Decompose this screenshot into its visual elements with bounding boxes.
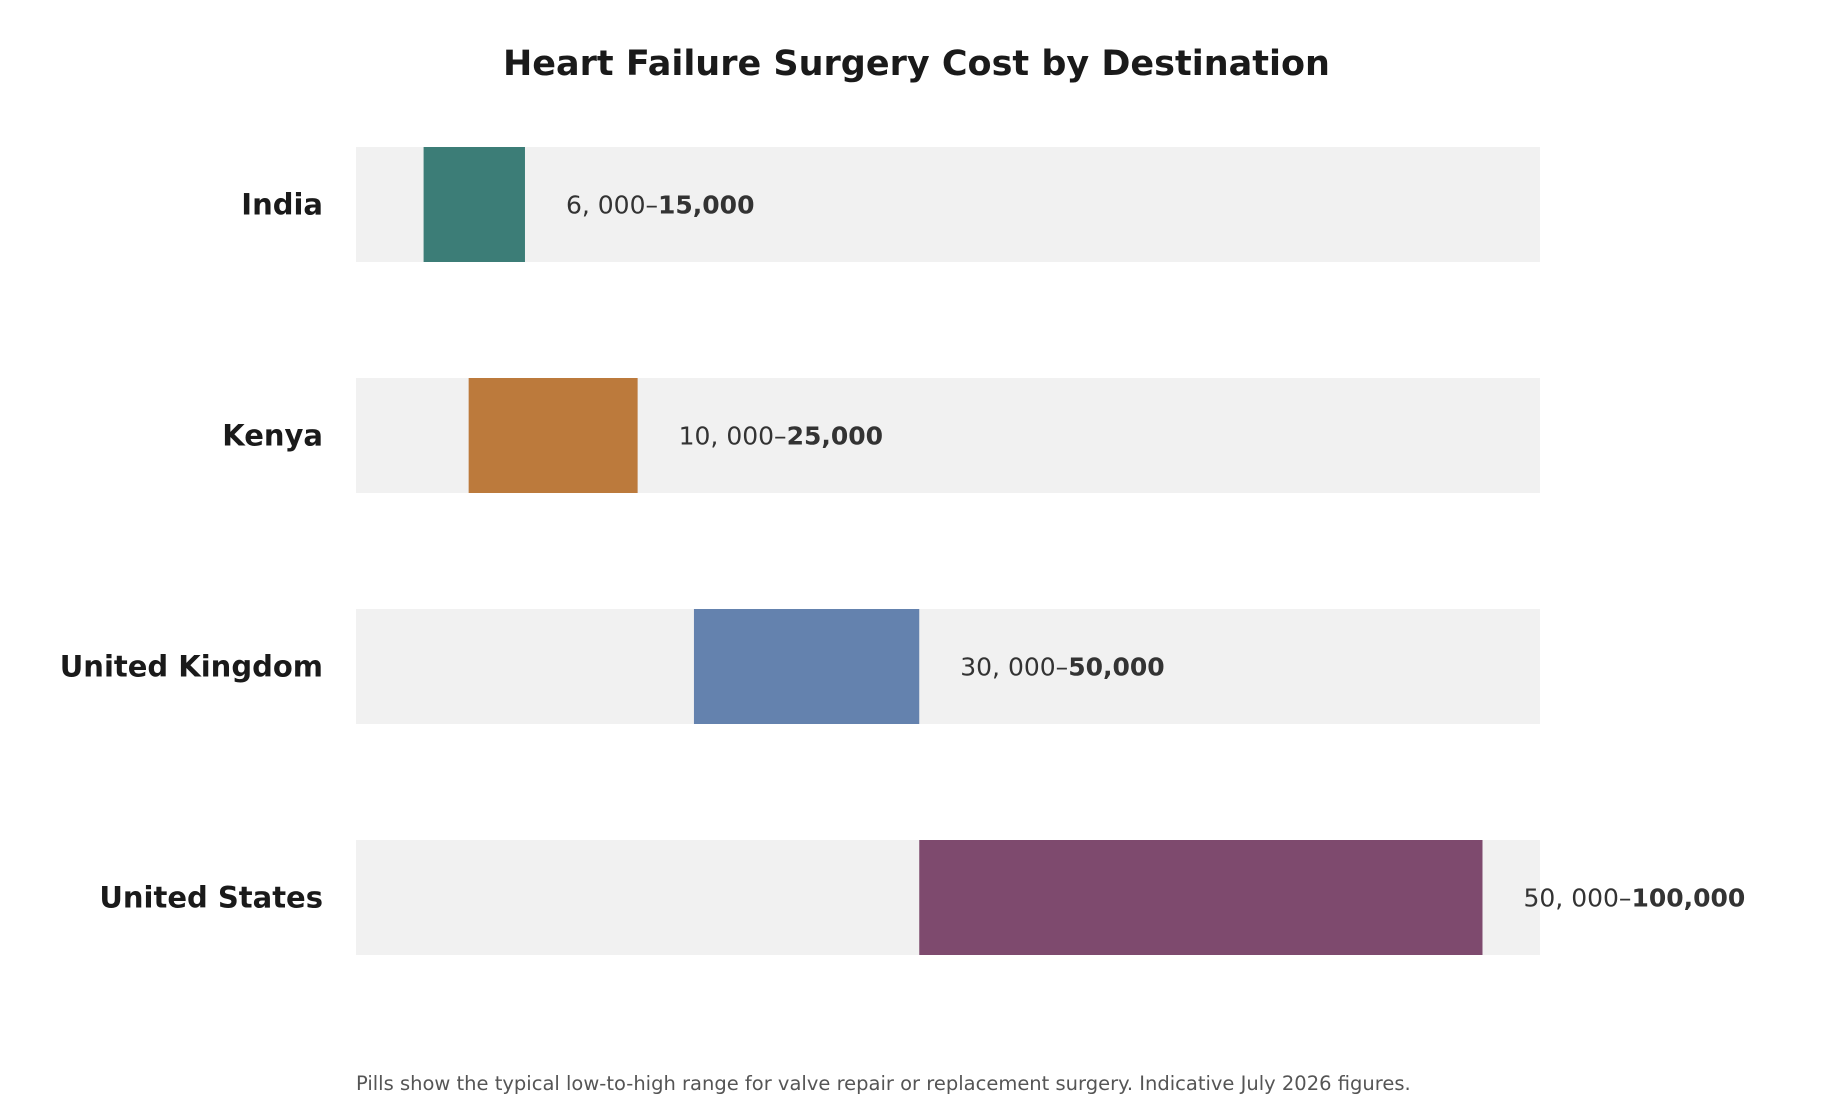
range-label-united-states: 50, 000–100,000	[1524, 883, 1746, 912]
chart-title: Heart Failure Surgery Cost by Destinatio…	[503, 44, 1330, 84]
range-bar-kenya	[468, 378, 638, 493]
range-label-united-kingdom: 30, 000–50,000	[960, 652, 1164, 681]
category-label-united-states: United States	[99, 881, 323, 915]
range-label-low-kenya: 10, 000–	[679, 421, 787, 450]
track-united-kingdom	[356, 609, 1540, 724]
range-bar-united-kingdom	[693, 609, 920, 724]
range-bar-india	[423, 147, 525, 262]
range-label-india: 6, 000–15,000	[566, 190, 755, 219]
category-label-kenya: Kenya	[222, 419, 323, 453]
range-label-low-united-states: 50, 000–	[1524, 883, 1632, 912]
range-label-low-india: 6, 000–	[566, 190, 658, 219]
range-label-high-united-kingdom: 50,000	[1068, 652, 1164, 681]
range-label-low-united-kingdom: 30, 000–	[960, 652, 1068, 681]
category-label-united-kingdom: United Kingdom	[60, 650, 323, 684]
range-label-high-india: 15,000	[658, 190, 754, 219]
range-label-high-united-states: 100,000	[1631, 883, 1745, 912]
track-india	[356, 147, 1540, 262]
range-label-high-kenya: 25,000	[787, 421, 883, 450]
range-label-kenya: 10, 000–25,000	[679, 421, 883, 450]
category-label-india: India	[241, 188, 323, 222]
chart-footnote: Pills show the typical low-to-high range…	[356, 1072, 1411, 1095]
range-bar-united-states	[919, 840, 1483, 955]
